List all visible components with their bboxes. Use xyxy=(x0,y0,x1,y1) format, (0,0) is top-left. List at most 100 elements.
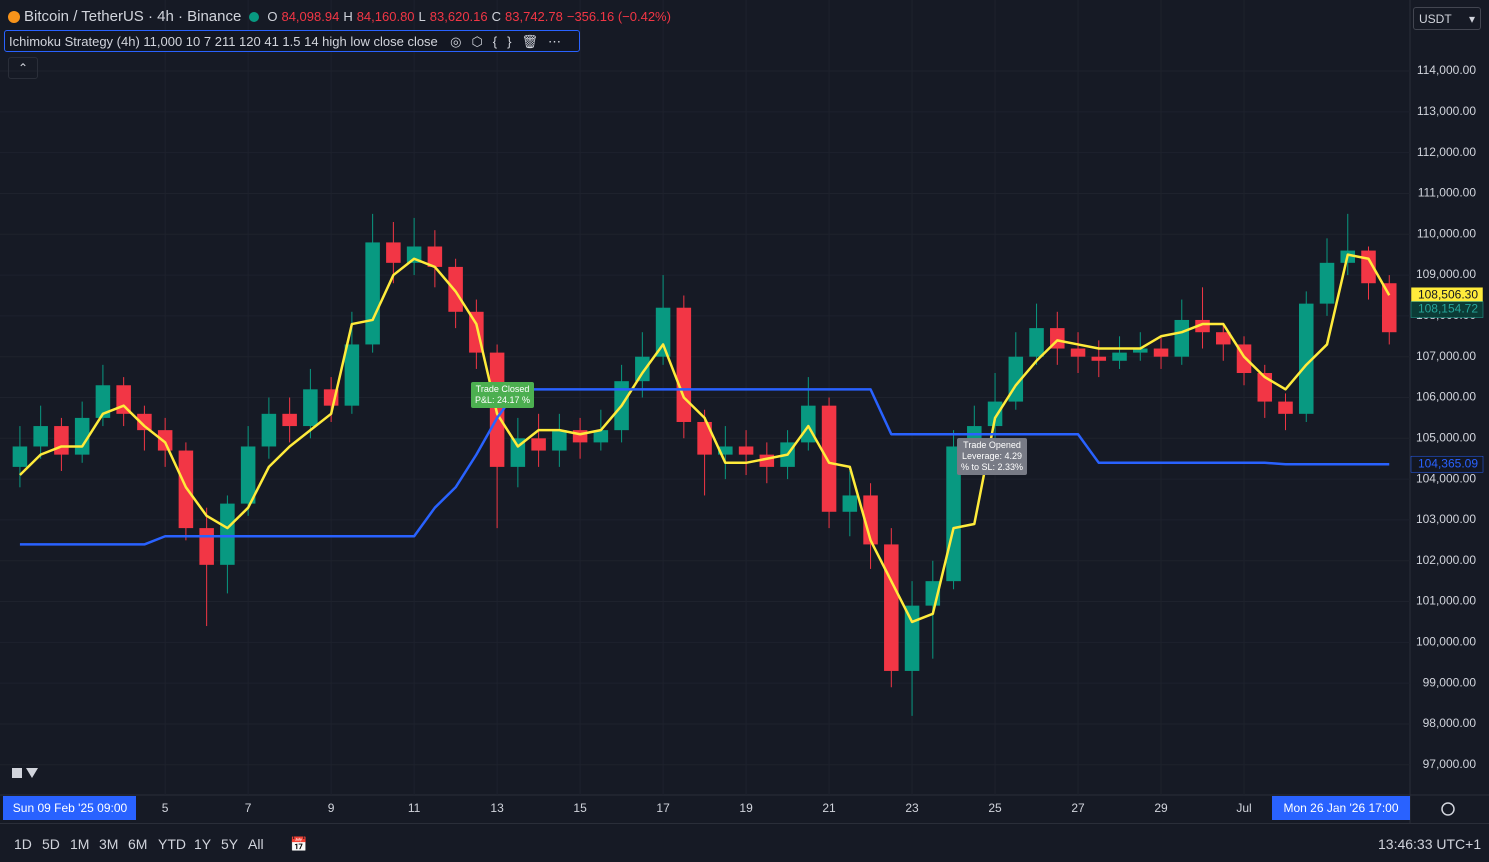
price-label: 108,506.30 xyxy=(1418,287,1478,301)
ohlc-label: C xyxy=(491,9,502,24)
x-tick-label: 21 xyxy=(822,801,836,815)
candle-body xyxy=(1112,352,1127,361)
x-tick-label: 23 xyxy=(905,801,919,815)
range-button[interactable]: 1D xyxy=(14,836,32,852)
currency: USDT xyxy=(1419,12,1452,26)
candle-body xyxy=(904,605,920,671)
y-tick-label: 100,000.00 xyxy=(1416,635,1476,649)
candle-body xyxy=(303,389,318,427)
ohlc-label: L xyxy=(418,9,426,24)
ohlc-value: 84,160.80 xyxy=(356,9,415,24)
range-button[interactable]: 6M xyxy=(128,836,148,852)
range-button[interactable]: YTD xyxy=(158,836,186,852)
note-line: P&L: 24.17 % xyxy=(475,395,531,405)
candle-body xyxy=(738,446,754,455)
candle-body xyxy=(137,413,152,431)
candle-body xyxy=(1029,328,1044,357)
candle-body xyxy=(510,438,526,467)
y-tick-label: 106,000.00 xyxy=(1416,390,1476,404)
y-tick-label: 112,000.00 xyxy=(1417,145,1476,159)
candle-body xyxy=(1070,348,1086,357)
x-tick-label: 7 xyxy=(245,801,252,815)
y-tick-label: 99,000.00 xyxy=(1423,675,1477,689)
candle-body xyxy=(344,344,360,406)
candle-body xyxy=(697,421,712,455)
candle-body xyxy=(718,446,733,455)
ohlc-value: 83,742.78 xyxy=(505,9,563,24)
x-tick-label: 29 xyxy=(1154,801,1168,815)
candle-body xyxy=(1299,303,1314,414)
collapse-button[interactable]: ⌃ xyxy=(8,57,38,79)
range-button[interactable]: 1M xyxy=(70,836,90,852)
dropdown-arrow: ▾ xyxy=(1468,12,1475,26)
indicator-line xyxy=(19,253,1391,624)
candle-body xyxy=(220,503,235,565)
y-tick-label: 114,000.00 xyxy=(1417,63,1476,77)
price-label-box xyxy=(1410,301,1484,318)
candle-body xyxy=(987,401,1003,427)
candle-body xyxy=(884,544,899,671)
trade-closed-note: Trade Closed P&L: 24.17 % xyxy=(471,382,535,408)
y-tick-label: 105,000.00 xyxy=(1416,430,1476,444)
candle-body xyxy=(1133,348,1148,353)
ohlc-label: H xyxy=(343,9,353,24)
symbol[interactable]: Bitcoin / TetherUS · 4h · Binance xyxy=(24,8,242,25)
range-button[interactable]: 1Y xyxy=(194,836,212,852)
candle-body xyxy=(552,430,567,451)
candle-body xyxy=(12,446,28,467)
note-line: Trade Opened xyxy=(963,440,1021,450)
price-label: 104,365.09 xyxy=(1418,456,1478,470)
x-tick-label: 17 xyxy=(656,801,670,815)
candle-body xyxy=(365,242,380,345)
price-label-box xyxy=(1410,455,1484,473)
x-tick-label: 13 xyxy=(490,801,504,815)
candle-body xyxy=(1174,319,1190,357)
x-tick-label: 27 xyxy=(1071,801,1085,815)
ohlc-value: 84,098.94 xyxy=(281,9,340,24)
x-tick-label: Jul xyxy=(1236,801,1251,815)
settings-icon[interactable] xyxy=(1441,802,1455,816)
range-button[interactable]: All xyxy=(248,836,264,852)
y-tick-label: 110,000.00 xyxy=(1417,226,1476,240)
y-tick-label: 98,000.00 xyxy=(1423,716,1477,730)
candle-body xyxy=(261,413,277,447)
x-tick-label: 11 xyxy=(408,801,421,815)
change: −356.16 (−0.42%) xyxy=(566,9,671,24)
candle-body xyxy=(282,413,297,427)
coin-icon xyxy=(8,10,20,23)
y-tick-label: 113,000.00 xyxy=(1417,104,1476,118)
y-tick-label: 107,000.00 xyxy=(1416,349,1476,363)
bottom-toolbar: 1D 5D 1M 3M 6M YTD 1Y 5Y All 📅 13:46:33 … xyxy=(0,823,1489,862)
y-tick-label: 111,000.00 xyxy=(1418,186,1477,200)
candle-body xyxy=(1216,332,1231,345)
note-line: % to SL: 2.33% xyxy=(961,462,1024,472)
candle-body xyxy=(1278,401,1293,414)
ohlc-value: 83,620.16 xyxy=(429,9,488,24)
range-button[interactable]: 5Y xyxy=(221,836,239,852)
currency-select[interactable]: USDT ▾ xyxy=(1413,7,1481,30)
candle-body xyxy=(240,446,256,504)
y-tick-label: 104,000.00 xyxy=(1416,471,1476,485)
range-button[interactable]: 3M xyxy=(99,836,119,852)
grid xyxy=(0,0,1410,795)
status-dot xyxy=(249,11,260,22)
note-line: Trade Closed xyxy=(475,384,530,394)
trade-opened-note: Trade Opened Leverage: 4.29% to SL: 2.33% xyxy=(957,438,1028,475)
range-button[interactable]: 5D xyxy=(42,836,60,852)
candle-body xyxy=(406,246,422,263)
end-date-box xyxy=(1272,796,1410,820)
candle-body xyxy=(676,307,692,422)
start-date: Sun 09 Feb '25 09:00 xyxy=(13,801,128,815)
indicator-line xyxy=(19,388,1390,546)
clock: 13:46:33 UTC+1 xyxy=(1378,836,1482,852)
indicator-legend[interactable]: Ichimoku Strategy (4h) 11,000 10 7 211 1… xyxy=(4,30,580,52)
candle-body xyxy=(863,495,878,545)
date-range-button[interactable]: 📅 xyxy=(290,836,308,852)
candle-body xyxy=(655,307,671,357)
candle-body xyxy=(33,426,48,447)
indicator-icons[interactable]: ◎⬡{}🗑⋯ xyxy=(450,34,571,49)
indicator-name: Ichimoku Strategy (4h) 11,000 10 7 211 1… xyxy=(9,34,438,49)
candle-body xyxy=(1381,283,1397,333)
candle-body xyxy=(593,430,609,443)
